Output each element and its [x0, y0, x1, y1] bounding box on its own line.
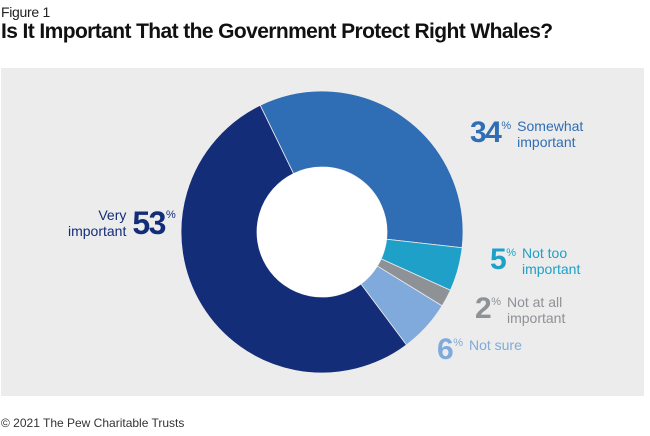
slice-label: Not too important	[521, 245, 581, 277]
chart-title: Is It Important That the Government Prot…	[1, 20, 553, 43]
percent-sign: %	[506, 247, 516, 259]
label-somewhat-important: 34 % Somewhat important	[470, 116, 584, 151]
donut-hole	[257, 167, 387, 297]
percent-sign: %	[165, 209, 176, 221]
label-very-important: Very important 53 %	[68, 207, 176, 239]
slice-value: 2	[475, 292, 492, 325]
label-not-at-all-important: 2 % Not at all important	[475, 292, 566, 327]
slice-value: 5	[490, 243, 507, 276]
percent-sign: %	[453, 337, 463, 349]
percent-sign: %	[491, 296, 501, 308]
slice-value: 34	[470, 116, 502, 149]
slice-value: 6	[437, 333, 454, 366]
label-not-too-important: 5 % Not too important	[490, 243, 581, 278]
figure-label: Figure 1	[1, 4, 50, 20]
slice-label: Not sure	[468, 337, 522, 353]
slice-label: Somewhat important	[517, 118, 584, 150]
percent-sign: %	[501, 120, 512, 132]
slice-value: 53	[132, 205, 166, 241]
slice-label: Not at all important	[506, 294, 566, 326]
slice-label: Very important	[68, 207, 127, 239]
copyright-footer: © 2021 The Pew Charitable Trusts	[1, 416, 185, 430]
label-not-sure: 6 % Not sure	[437, 335, 522, 365]
